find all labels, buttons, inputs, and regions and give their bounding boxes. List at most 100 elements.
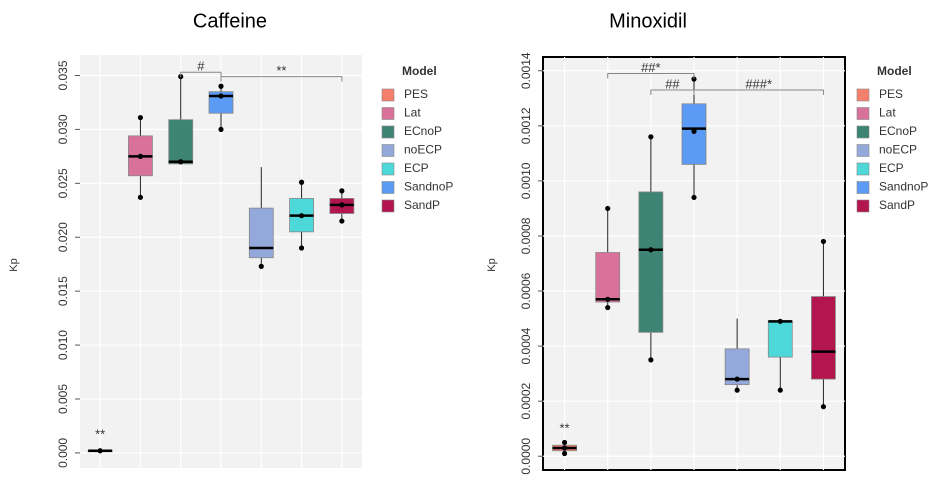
- annotation: ###*: [745, 76, 772, 91]
- y-tick-label: 0.0010: [519, 162, 533, 199]
- data-point: [777, 318, 783, 324]
- data-point: [561, 445, 568, 451]
- box: [168, 119, 194, 165]
- data-point: [691, 76, 697, 82]
- data-point: [339, 188, 345, 194]
- significance-bracket: [180, 71, 222, 78]
- box: [681, 103, 707, 165]
- chart-title: Caffeine: [193, 10, 267, 32]
- box: [248, 207, 274, 259]
- annotation: **: [560, 421, 570, 436]
- data-point: [605, 304, 611, 311]
- legend-label: noECP: [404, 143, 442, 157]
- y-tick-label: 0.020: [56, 222, 70, 252]
- data-point: [691, 194, 697, 201]
- legend-label: Lat: [879, 106, 896, 120]
- y-tick-label: 0.0000: [519, 438, 533, 475]
- y-tick-label: 0.005: [56, 384, 70, 414]
- box: [595, 252, 621, 303]
- data-point: [298, 245, 305, 251]
- data-point: [648, 247, 654, 253]
- legend-swatch: [381, 162, 395, 176]
- data-point: [298, 179, 305, 185]
- data-point: [777, 387, 783, 393]
- legend-label: ECP: [879, 161, 904, 175]
- legend-label: PES: [404, 87, 428, 101]
- y-tick-label: 0.0012: [519, 107, 533, 144]
- legend-swatch: [856, 144, 870, 157]
- y-tick-label: 0.0014: [519, 52, 533, 89]
- data-point: [734, 376, 740, 382]
- annotation: **: [95, 426, 105, 441]
- data-point: [137, 153, 144, 159]
- y-tick-label: 0.0006: [519, 272, 533, 309]
- y-tick-label: 0.0004: [519, 327, 533, 364]
- y-tick-label: 0.035: [56, 60, 70, 90]
- legend-title: Model: [402, 64, 437, 78]
- data-point: [648, 357, 654, 363]
- data-point: [137, 114, 144, 121]
- significance-bracket: [220, 76, 343, 82]
- y-tick-label: 0.025: [56, 168, 70, 198]
- significance-bracket: [693, 89, 824, 96]
- legend-label: SandnoP: [404, 180, 453, 194]
- data-point: [605, 205, 611, 212]
- box: [638, 191, 664, 333]
- legend-swatch: [381, 125, 395, 139]
- y-tick-label: 0.015: [56, 276, 70, 306]
- chart-title: Minoxidil: [609, 10, 687, 32]
- legend-label: ECnoP: [404, 124, 442, 138]
- data-point: [137, 194, 144, 200]
- annotation: ##*: [641, 60, 661, 75]
- y-axis-label: Kp: [486, 258, 498, 271]
- legend-swatch: [856, 199, 870, 213]
- legend-label: Lat: [404, 106, 421, 120]
- legend-title: Model: [877, 64, 912, 78]
- data-point: [258, 263, 264, 269]
- data-point: [648, 134, 654, 140]
- y-tick-label: 0.0002: [519, 382, 533, 419]
- data-point: [561, 439, 568, 446]
- data-point: [339, 218, 345, 224]
- data-point: [218, 126, 224, 133]
- legend-label: ECP: [404, 161, 429, 175]
- data-point: [218, 93, 224, 99]
- legend-label: SandnoP: [879, 180, 928, 194]
- y-tick-label: 0.000: [56, 438, 70, 468]
- legend-swatch: [856, 181, 870, 194]
- box: [811, 296, 836, 380]
- legend-label: SandP: [879, 198, 915, 212]
- legend-swatch: [856, 88, 870, 102]
- data-point: [820, 404, 827, 410]
- annotation: **: [276, 63, 286, 78]
- data-point: [691, 128, 697, 134]
- annotation: #: [197, 59, 205, 74]
- annotation: ##: [665, 76, 680, 91]
- y-tick-label: 0.010: [56, 330, 70, 360]
- data-point: [218, 83, 224, 89]
- y-tick-label: 0.0008: [519, 217, 533, 254]
- legend-label: noECP: [879, 143, 917, 157]
- legend-swatch: [381, 181, 395, 194]
- data-point: [97, 448, 103, 454]
- y-axis-label: Kp: [8, 258, 20, 271]
- legend-swatch: [381, 199, 395, 213]
- legend-swatch: [381, 107, 395, 120]
- box: [767, 320, 793, 358]
- legend-label: SandP: [404, 198, 440, 212]
- legend-swatch: [381, 144, 395, 157]
- legend-swatch: [381, 88, 395, 102]
- legend-swatch: [856, 162, 870, 176]
- data-point: [339, 202, 345, 208]
- significance-bracket: [607, 73, 695, 79]
- legend-swatch: [856, 125, 870, 139]
- data-point: [820, 238, 827, 245]
- legend-label: PES: [879, 87, 903, 101]
- data-point: [298, 213, 305, 219]
- data-point: [561, 450, 568, 457]
- data-point: [605, 296, 611, 302]
- legend-label: ECnoP: [879, 124, 917, 138]
- data-point: [734, 387, 740, 393]
- y-tick-label: 0.030: [56, 114, 70, 144]
